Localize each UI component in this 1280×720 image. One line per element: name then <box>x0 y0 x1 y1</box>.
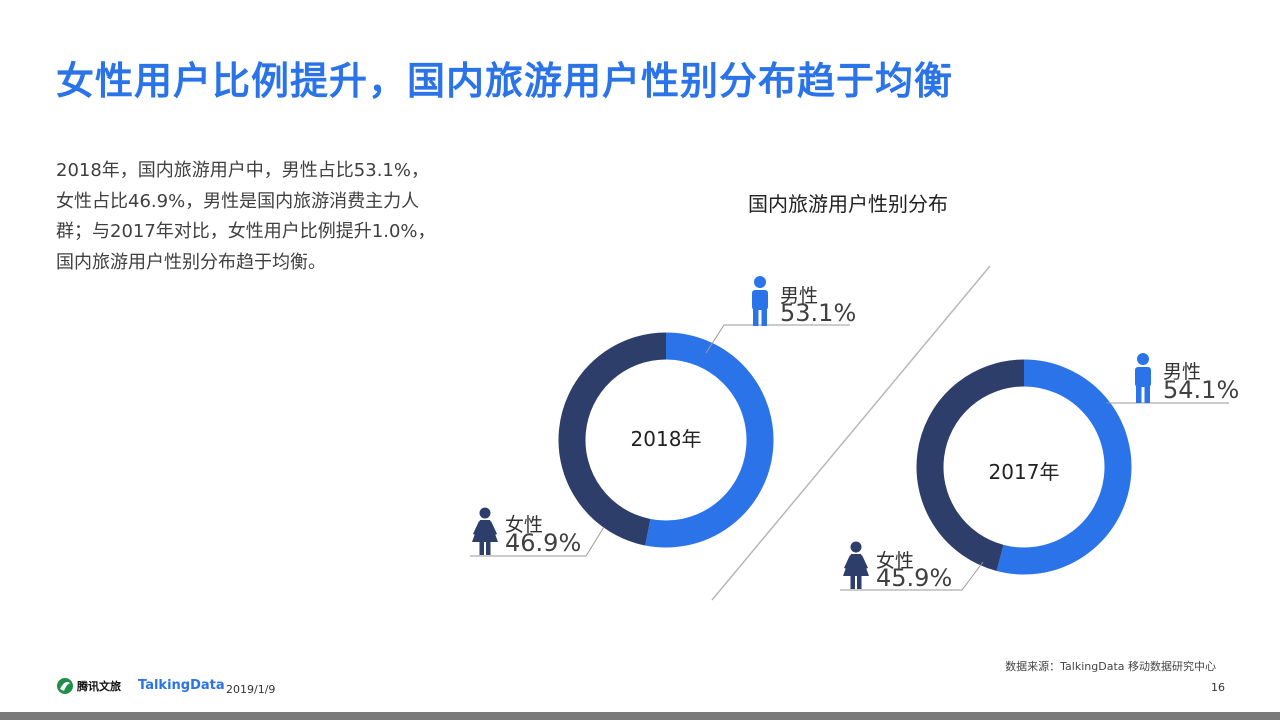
donut-slice-male <box>996 359 1132 575</box>
tencent-logo: 腾讯文旅 <box>56 677 121 695</box>
legend-2017-male-name: 男性 <box>1163 361 1202 383</box>
leader-line-2017-female <box>840 561 984 591</box>
female-icon <box>472 507 498 555</box>
tencent-logo-text: 腾讯文旅 <box>77 680 121 693</box>
tencent-logo-icon <box>57 678 73 694</box>
legend-2017-female-name: 女性 <box>876 550 915 572</box>
description-text: 2018年，国内旅游用户中，男性占比53.1%，女性占比46.9%，男性是国内旅… <box>56 160 436 273</box>
data-label-2017-female: 45.9% <box>876 564 953 592</box>
talkingdata-logo: TalkingData <box>138 678 225 693</box>
donut-2018 <box>558 332 774 548</box>
page-number: 16 <box>1211 681 1225 694</box>
legend-2018-male-name: 男性 <box>780 285 819 307</box>
donut-2018-center-label: 2018年 <box>631 427 702 451</box>
donut-2017-center-label: 2017年 <box>989 460 1060 484</box>
data-label-2018-female: 46.9% <box>505 529 582 557</box>
donut-slice-female <box>916 359 1025 571</box>
divider-line <box>711 265 991 601</box>
data-label-2018-male: 53.1% <box>780 299 857 327</box>
male-icon <box>752 276 768 326</box>
legend-2018-female-name: 女性 <box>505 514 544 536</box>
male-icon <box>1135 353 1151 403</box>
donut-2017 <box>916 359 1132 575</box>
donut-slice-male <box>645 332 774 548</box>
donut-slice-female <box>558 332 667 546</box>
data-label-2017-male: 54.1% <box>1163 376 1240 404</box>
leader-line-2018-female <box>470 526 605 557</box>
footer-date: 2019/1/9 <box>226 683 276 696</box>
leader-line-2018-male <box>705 324 850 354</box>
data-source: 数据来源：TalkingData 移动数据研究中心 <box>1005 660 1216 673</box>
bottom-bar <box>0 712 1280 720</box>
chart-title: 国内旅游用户性别分布 <box>748 192 948 216</box>
page-title: 女性用户比例提升，国内旅游用户性别分布趋于均衡 <box>56 59 954 103</box>
female-icon <box>843 541 869 589</box>
